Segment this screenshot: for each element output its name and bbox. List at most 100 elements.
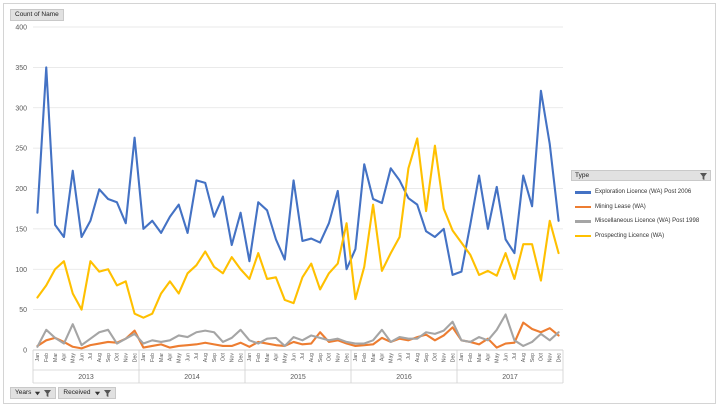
x-tick-label-month: Jun	[503, 353, 509, 361]
dropdown-arrow-icon[interactable]	[94, 390, 101, 397]
x-tick-label-month: Nov	[336, 353, 342, 363]
x-tick-label-month: Dec	[344, 353, 350, 363]
x-tick-label-month: Jun	[185, 353, 191, 361]
x-tick-label-month: Aug	[203, 353, 209, 362]
x-tick-label-month: Nov	[230, 353, 236, 363]
x-tick-label-month: Feb	[256, 353, 262, 362]
x-tick-label-month: Aug	[97, 353, 103, 362]
x-tick-label-month: Jul	[512, 353, 518, 360]
dropdown-arrow-icon[interactable]	[34, 390, 41, 397]
x-tick-label-month: Sep	[106, 353, 112, 362]
x-tick-label-month: Nov	[442, 353, 448, 363]
legend: Type Exploration Licence (WA) Post 2006 M…	[571, 170, 711, 243]
x-tick-label-month: Jul	[406, 353, 412, 360]
legend-label: Exploration Licence (WA) Post 2006	[595, 189, 692, 196]
series-line	[36, 313, 560, 348]
legend-label: Mining Lease (WA)	[595, 203, 646, 210]
x-tick-label-month: Jan	[459, 353, 465, 361]
legend-items: Exploration Licence (WA) Post 2006 Mining…	[571, 185, 711, 243]
x-tick-label-month: Nov	[124, 353, 130, 363]
x-tick-label-month: Feb	[468, 353, 474, 362]
x-tick-label-month: Dec	[556, 353, 562, 363]
x-tick-label-month: Apr	[168, 353, 174, 361]
series-lines	[36, 66, 560, 350]
x-tick-label-year: 2013	[78, 374, 94, 381]
x-tick-label-month: Jun	[79, 353, 85, 361]
x-tick-label-month: Jan	[247, 353, 253, 361]
series-line	[36, 137, 560, 319]
x-tick-label-month: May	[177, 353, 183, 363]
x-tick-label-month: May	[283, 353, 289, 363]
x-tick-label-month: Apr	[274, 353, 280, 361]
years-field-button[interactable]: Years	[10, 387, 57, 399]
measure-field-button[interactable]: Count of Name	[10, 9, 64, 21]
x-tick-label-month: Oct	[221, 352, 227, 361]
x-tick-label-month: Feb	[362, 353, 368, 362]
x-tick-label-month: Jun	[397, 353, 403, 361]
x-tick-label-month: Dec	[238, 353, 244, 363]
filter-icon[interactable]	[103, 389, 111, 397]
x-tick-label-month: Mar	[265, 353, 271, 362]
years-field-label: Years	[15, 389, 32, 396]
legend-swatch	[575, 234, 591, 237]
x-tick-label-month: Jan	[35, 353, 41, 361]
y-tick-label: 150	[15, 226, 27, 233]
series-line	[36, 321, 560, 350]
x-tick-label-month: Apr	[380, 353, 386, 361]
filter-icon[interactable]	[44, 389, 52, 397]
x-tick-label-month: Jul	[300, 353, 306, 360]
y-tick-label: 0	[23, 348, 27, 355]
x-tick-label-year: 2016	[396, 374, 412, 381]
y-tick-label: 350	[15, 65, 27, 72]
x-tick-label-month: Sep	[530, 353, 536, 362]
x-tick-label-month: May	[389, 353, 395, 363]
received-field-button[interactable]: Received	[58, 387, 116, 399]
x-tick-label-month: Mar	[477, 353, 483, 362]
x-tick-label-month: Aug	[309, 353, 315, 362]
x-tick-label-month: Oct	[327, 352, 333, 361]
y-tick-label: 100	[15, 267, 27, 274]
legend-swatch	[575, 205, 591, 208]
y-tick-label: 250	[15, 146, 27, 153]
x-tick-label-month: May	[71, 353, 77, 363]
x-tick-label-month: Sep	[424, 353, 430, 362]
x-tick-label-month: Nov	[548, 353, 554, 363]
x-tick-label-month: Sep	[318, 353, 324, 362]
gridlines	[33, 26, 563, 311]
legend-title: Type	[575, 172, 590, 179]
x-tick-label-month: Mar	[371, 353, 377, 362]
legend-type-button[interactable]: Type	[571, 170, 711, 181]
x-tick-label-month: Jan	[141, 353, 147, 361]
legend-swatch	[575, 191, 591, 194]
x-tick-label-month: Jul	[88, 353, 94, 360]
y-tick-label: 200	[15, 186, 27, 193]
x-tick-label-month: Jan	[353, 353, 359, 361]
x-tick-label-month: Feb	[44, 353, 50, 362]
x-tick-label-month: Feb	[150, 353, 156, 362]
x-tick-label-year: 2014	[184, 374, 200, 381]
x-tick-label-month: Mar	[159, 353, 165, 362]
x-tick-label-month: Oct	[433, 352, 439, 361]
legend-item[interactable]: Mining Lease (WA)	[571, 200, 711, 215]
chart-frame	[3, 3, 716, 404]
x-tick-label-month: Dec	[450, 353, 456, 363]
legend-item[interactable]: Miscellaneous Licence (WA) Post 1998	[571, 214, 711, 229]
x-tick-label-month: May	[495, 353, 501, 363]
received-field-label: Received	[63, 389, 91, 396]
x-tick-label-month: Jul	[194, 353, 200, 360]
legend-label: Prospecting Licence (WA)	[595, 232, 665, 239]
legend-item[interactable]: Exploration Licence (WA) Post 2006	[571, 185, 711, 200]
measure-field-label: Count of Name	[15, 11, 59, 18]
filter-icon[interactable]	[700, 172, 707, 180]
y-tick-label: 400	[15, 25, 27, 32]
x-tick-label-month: Oct	[539, 352, 545, 361]
x-tick-label-month: Dec	[132, 353, 138, 363]
series-line	[36, 66, 560, 276]
legend-item[interactable]: Prospecting Licence (WA)	[571, 229, 711, 244]
x-tick-label-year: 2017	[502, 374, 518, 381]
x-tick-label-month: Apr	[486, 353, 492, 361]
x-tick-label-month: Sep	[212, 353, 218, 362]
row-field-bar: Years Received	[10, 387, 116, 399]
